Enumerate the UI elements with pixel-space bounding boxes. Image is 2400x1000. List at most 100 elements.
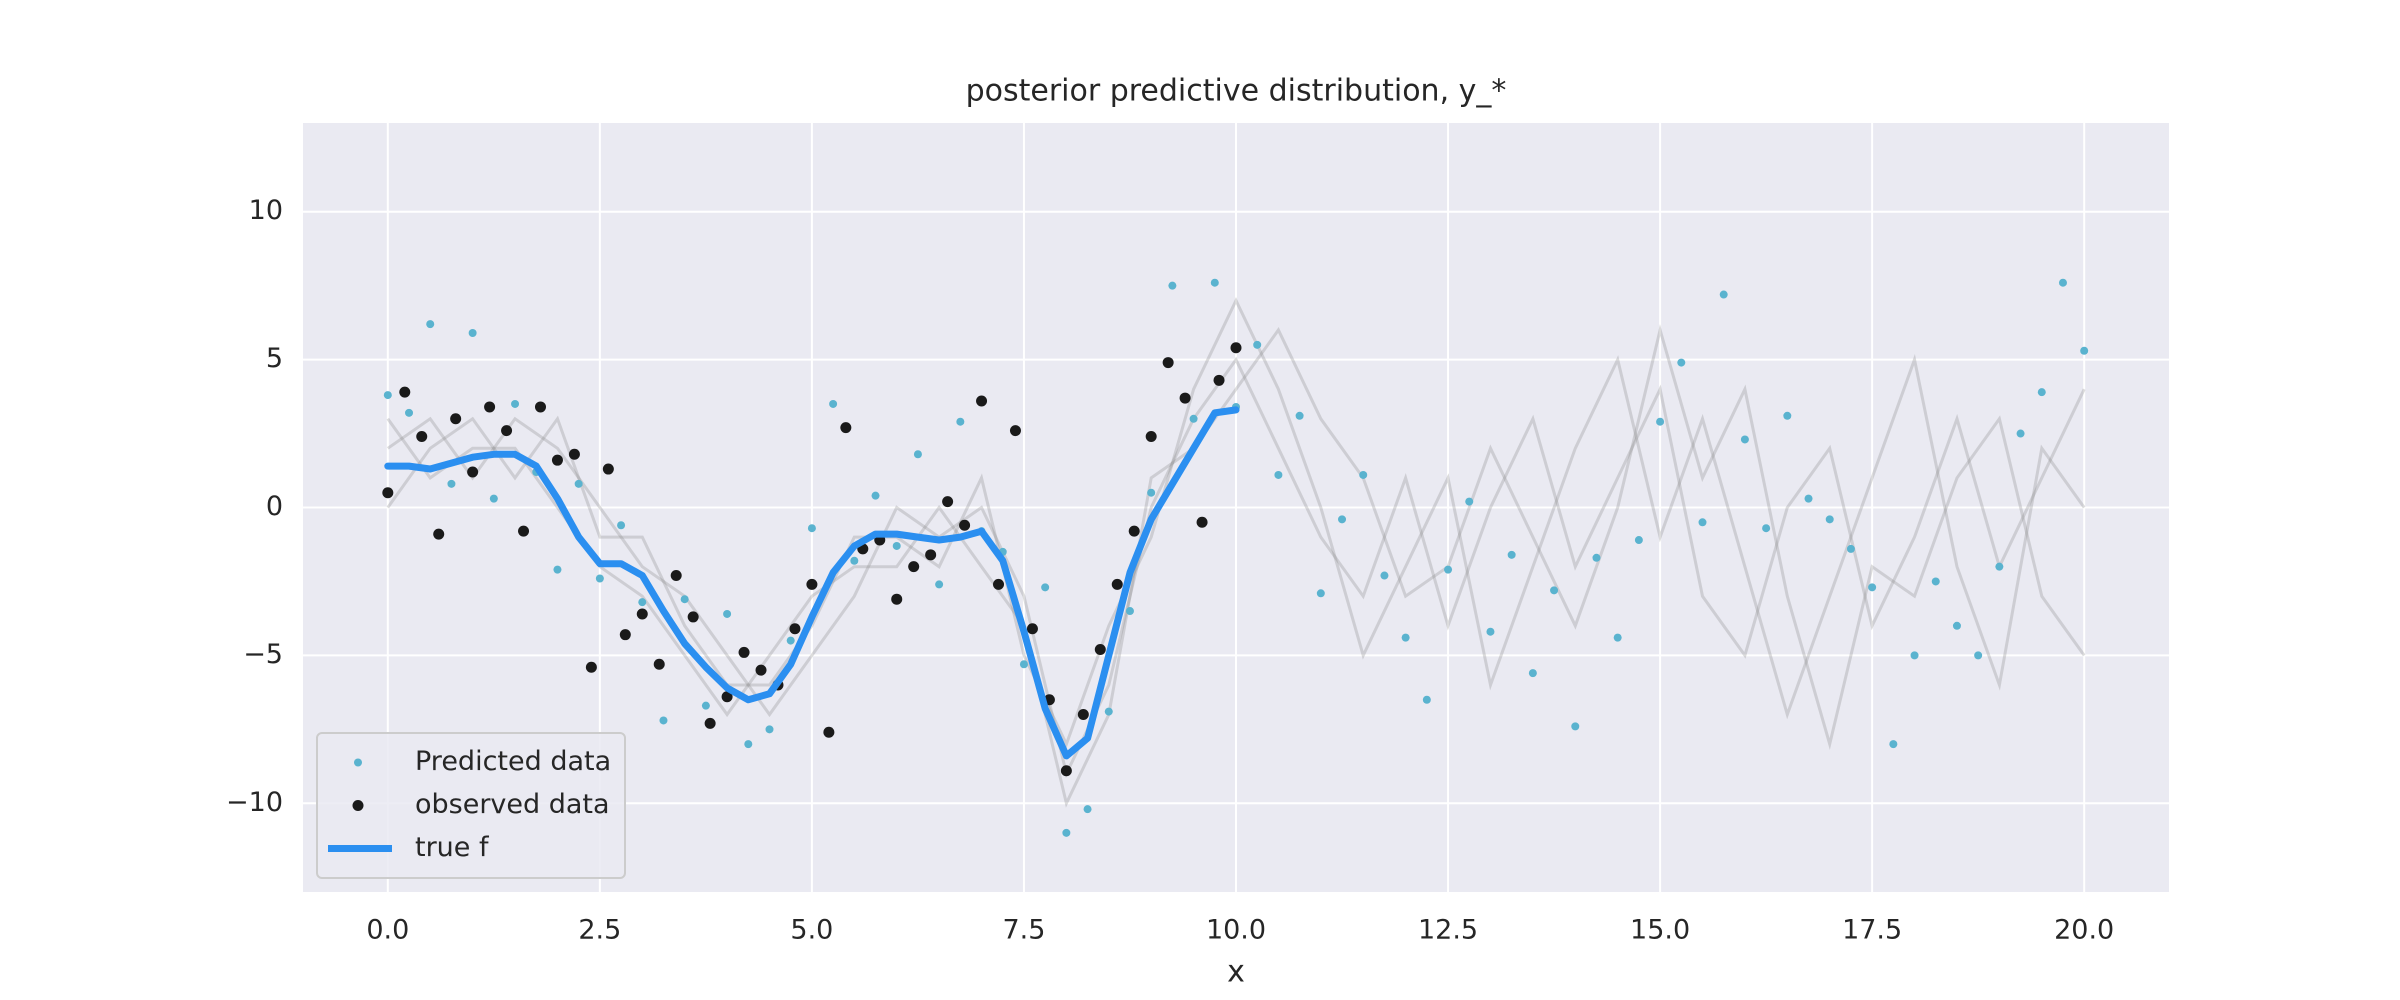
data-point xyxy=(891,593,903,605)
data-point xyxy=(1846,544,1855,553)
legend-label: true f xyxy=(415,832,490,863)
data-point xyxy=(1698,518,1707,527)
data-point xyxy=(450,413,462,425)
legend-swatch xyxy=(354,758,362,767)
data-point xyxy=(1550,586,1559,595)
data-point xyxy=(829,399,838,408)
y-tick-label: 10 xyxy=(249,195,283,226)
data-point xyxy=(433,528,445,540)
data-point xyxy=(1196,516,1208,528)
data-point xyxy=(1931,577,1940,586)
data-point xyxy=(1125,607,1134,616)
data-point xyxy=(755,664,767,676)
data-point xyxy=(1094,643,1106,655)
data-point xyxy=(1401,633,1410,642)
data-point xyxy=(807,524,816,533)
data-point xyxy=(501,425,513,437)
data-point xyxy=(1634,536,1643,545)
data-point xyxy=(1145,431,1157,443)
data-point xyxy=(1253,340,1262,349)
data-point xyxy=(956,417,965,426)
grid xyxy=(303,123,2169,892)
data-point xyxy=(892,541,901,550)
data-point xyxy=(468,328,477,337)
legend-label: Predicted data xyxy=(415,746,611,777)
data-point xyxy=(1677,358,1686,367)
data-point xyxy=(850,556,859,565)
data-point xyxy=(744,740,753,749)
data-point xyxy=(2080,346,2089,355)
data-point xyxy=(638,598,647,607)
y-tick-label: −10 xyxy=(226,787,283,818)
data-point xyxy=(1889,740,1898,749)
data-point xyxy=(416,431,428,443)
data-point xyxy=(1060,765,1072,777)
x-tick-label: 17.5 xyxy=(1842,915,1902,946)
data-point xyxy=(1592,553,1601,562)
data-point xyxy=(534,401,546,413)
data-point xyxy=(1910,651,1919,660)
x-tick-label: 20.0 xyxy=(2054,915,2114,946)
data-point xyxy=(2037,388,2046,397)
data-point xyxy=(1740,435,1749,444)
data-point xyxy=(1719,290,1728,299)
data-point xyxy=(574,479,583,488)
data-point xyxy=(551,454,563,466)
data-point xyxy=(619,629,631,641)
data-point xyxy=(1338,515,1347,524)
data-point xyxy=(789,623,801,635)
data-point xyxy=(871,491,880,500)
data-point xyxy=(1571,722,1580,731)
data-point xyxy=(1952,621,1961,630)
x-tick-label: 10.0 xyxy=(1206,915,1266,946)
data-point xyxy=(1825,515,1834,524)
data-point xyxy=(1422,695,1431,704)
data-point xyxy=(2058,278,2067,287)
data-point xyxy=(723,609,732,618)
data-point xyxy=(467,466,479,478)
data-point xyxy=(1162,357,1174,369)
data-point xyxy=(553,565,562,574)
data-point xyxy=(382,487,394,499)
data-point xyxy=(1528,669,1537,678)
data-point xyxy=(1656,417,1665,426)
x-tick-label: 12.5 xyxy=(1418,915,1478,946)
data-point xyxy=(489,494,498,503)
data-point xyxy=(1316,589,1325,598)
data-point xyxy=(602,463,614,475)
posterior-sample xyxy=(386,297,2086,748)
legend-swatch xyxy=(352,800,364,811)
data-point xyxy=(1274,470,1283,479)
data-point xyxy=(1213,374,1225,386)
chart-title: posterior predictive distribution, y_* xyxy=(966,74,1507,109)
data-point xyxy=(1295,411,1304,420)
data-point xyxy=(942,496,954,508)
plot-area xyxy=(382,278,2089,837)
data-point xyxy=(518,525,530,537)
data-point xyxy=(1111,578,1123,590)
line-series xyxy=(384,406,1240,760)
data-point xyxy=(935,580,944,589)
x-tick-label: 2.5 xyxy=(578,915,621,946)
data-point xyxy=(653,658,665,670)
data-point xyxy=(1613,633,1622,642)
data-point xyxy=(1083,805,1092,814)
data-point xyxy=(1009,425,1021,437)
data-point xyxy=(1380,571,1389,580)
data-point xyxy=(426,320,435,329)
data-point xyxy=(1147,488,1156,497)
data-point xyxy=(721,691,733,703)
data-point xyxy=(765,725,774,734)
data-point xyxy=(1804,494,1813,503)
data-point xyxy=(405,408,414,417)
data-point xyxy=(1359,470,1368,479)
x-tick-label: 5.0 xyxy=(790,915,833,946)
data-point xyxy=(701,701,710,710)
data-point xyxy=(993,578,1005,590)
data-point xyxy=(1179,392,1191,404)
data-point xyxy=(1062,828,1071,837)
data-point xyxy=(687,611,699,623)
data-point xyxy=(1230,342,1242,354)
data-point xyxy=(585,661,597,673)
